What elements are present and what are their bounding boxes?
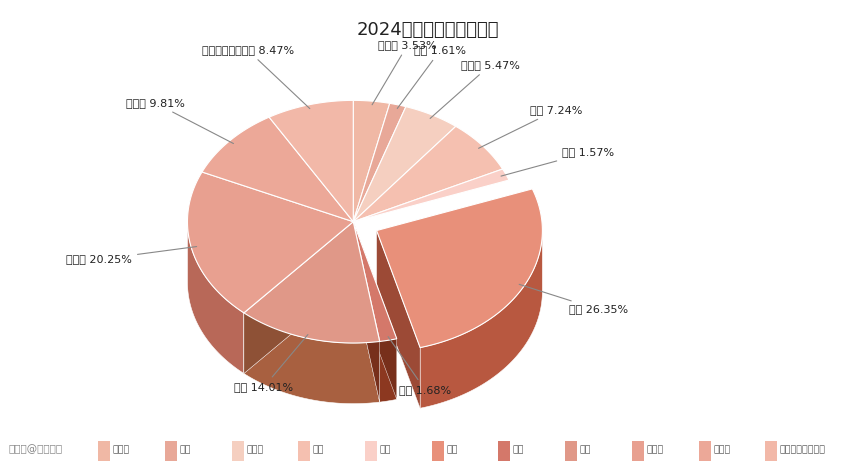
Polygon shape [380,339,397,402]
Polygon shape [244,222,380,343]
Polygon shape [269,100,353,222]
Bar [98,441,110,461]
Bar [165,441,177,461]
Polygon shape [353,100,390,222]
Text: 理学: 理学 [380,446,391,455]
Text: 文学: 文学 [313,446,324,455]
Text: 医学: 医学 [580,446,591,455]
Text: 工学: 工学 [446,446,457,455]
Bar [365,441,377,461]
Polygon shape [376,189,542,348]
Polygon shape [187,172,353,313]
Polygon shape [420,231,542,408]
Polygon shape [202,117,353,222]
Bar [232,441,244,461]
Polygon shape [376,230,420,408]
Bar [298,441,310,461]
Bar [432,441,444,461]
Bar [498,441,510,461]
Text: 搜狐号@阿库升本: 搜狐号@阿库升本 [9,444,62,454]
Text: 艺术学: 艺术学 [713,446,730,455]
Text: 本科层次职业学校 8.47%: 本科层次职业学校 8.47% [202,45,310,109]
Polygon shape [353,106,456,222]
Polygon shape [353,222,380,402]
Polygon shape [244,222,353,374]
Text: 艺术学 9.81%: 艺术学 9.81% [126,98,233,144]
Polygon shape [187,221,244,374]
Text: 经济学 3.53%: 经济学 3.53% [372,40,437,105]
Text: 工学 26.35%: 工学 26.35% [519,284,628,315]
Bar [765,441,777,461]
Bar [699,441,711,461]
Text: 本科层次职业学校: 本科层次职业学校 [780,446,826,455]
Text: 教育学 5.47%: 教育学 5.47% [430,60,520,118]
Bar [565,441,577,461]
Bar [632,441,644,461]
Polygon shape [353,222,397,399]
Text: 理学 1.57%: 理学 1.57% [501,147,614,176]
Text: 经济学: 经济学 [113,446,130,455]
Text: 管理学 20.25%: 管理学 20.25% [66,246,197,265]
Polygon shape [244,313,380,404]
Polygon shape [353,222,380,402]
Text: 教育学: 教育学 [246,446,263,455]
Text: 文学 7.24%: 文学 7.24% [479,106,582,148]
Polygon shape [353,169,509,222]
Polygon shape [353,222,397,341]
Polygon shape [244,222,353,374]
Text: 农学 1.68%: 农学 1.68% [388,337,451,395]
Text: 管理学: 管理学 [646,446,663,455]
Text: 法学 1.61%: 法学 1.61% [398,45,466,108]
Polygon shape [353,126,503,222]
Text: 2024各专业大类人数占比: 2024各专业大类人数占比 [357,21,498,39]
Polygon shape [353,103,406,222]
Text: 法学: 法学 [180,446,191,455]
Text: 农学: 农学 [513,446,524,455]
Text: 医学 14.01%: 医学 14.01% [234,334,308,392]
